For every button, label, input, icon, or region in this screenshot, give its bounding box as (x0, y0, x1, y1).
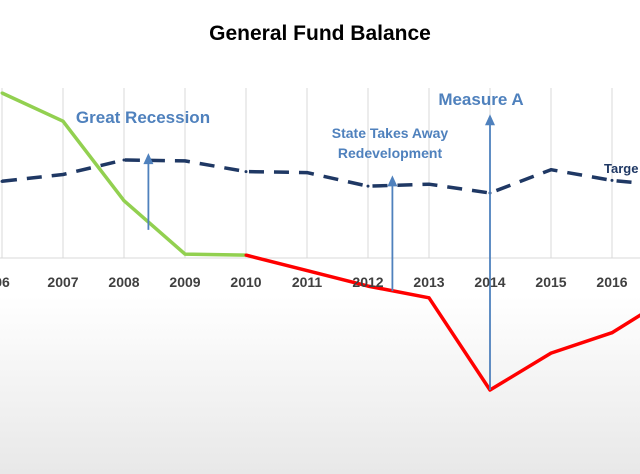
chart-title: General Fund Balance (209, 22, 431, 45)
series-3-point-2010 (244, 170, 248, 174)
series-3-point-2015 (549, 168, 553, 172)
x-tick-label-2009: 2009 (169, 274, 200, 290)
x-axis-ticks: 06 2007 2008 2009 2010 2011 2012 2013 2014 2015 20… (0, 274, 628, 290)
series-layer (0, 91, 640, 392)
series-2-point-2016 (610, 331, 614, 335)
series-2-point-2015 (549, 351, 553, 355)
annotation-arrowhead-2 (387, 175, 398, 187)
x-tick-label-2013: 2013 (413, 274, 444, 290)
series-1-point-2007 (61, 119, 65, 123)
x-tick-label-2016: 2016 (596, 274, 627, 290)
series-3-point-2007 (61, 173, 65, 177)
x-tick-label-2012: 2012 (352, 274, 383, 290)
x-tick-label-2011: 2011 (292, 274, 323, 290)
x-tick-label-2008: 2008 (108, 274, 139, 290)
annotations: Great Recession State Takes Away Redevelop… (76, 90, 638, 390)
series-1-point-2006 (0, 91, 4, 95)
legend-target-label: Targe (604, 161, 638, 176)
series-2-point-2010 (244, 253, 248, 257)
series-line-3 (1, 158, 640, 195)
annotation-arrowhead-3 (485, 114, 495, 126)
series-2-point-2011 (305, 269, 309, 273)
series-3-point-2011 (305, 171, 309, 175)
annotation-arrowhead-1 (143, 153, 154, 165)
annotation-label-3-line-1: Measure A (438, 90, 523, 109)
series-3-point-2016 (610, 178, 614, 182)
annotation-label-2-line-2: Redevelopment (338, 145, 443, 161)
series-3-point-2012 (366, 184, 370, 188)
series-3-point-2009 (183, 159, 187, 163)
series-1-point-2009 (183, 252, 187, 256)
series-3-point-2013 (427, 182, 431, 186)
x-tick-label-2010: 2010 (230, 274, 261, 290)
x-tick-label-2015: 2015 (535, 274, 566, 290)
x-tick-label-2014: 2014 (474, 274, 505, 290)
series-3-point-2008 (122, 158, 126, 162)
series-3-point-2006 (0, 179, 4, 183)
series-2-point-2012 (366, 284, 370, 288)
x-tick-label-2007: 2007 (47, 274, 78, 290)
annotation-label-1-line-1: Great Recession (76, 108, 210, 127)
annotation-label-2-line-1: State Takes Away (332, 125, 449, 141)
series-2-point-2013 (427, 296, 431, 300)
x-tick-label-2006: 06 (0, 274, 10, 290)
series-1-point-2008 (122, 199, 126, 203)
series-line-2 (245, 253, 640, 392)
lower-panel-background (0, 296, 640, 474)
